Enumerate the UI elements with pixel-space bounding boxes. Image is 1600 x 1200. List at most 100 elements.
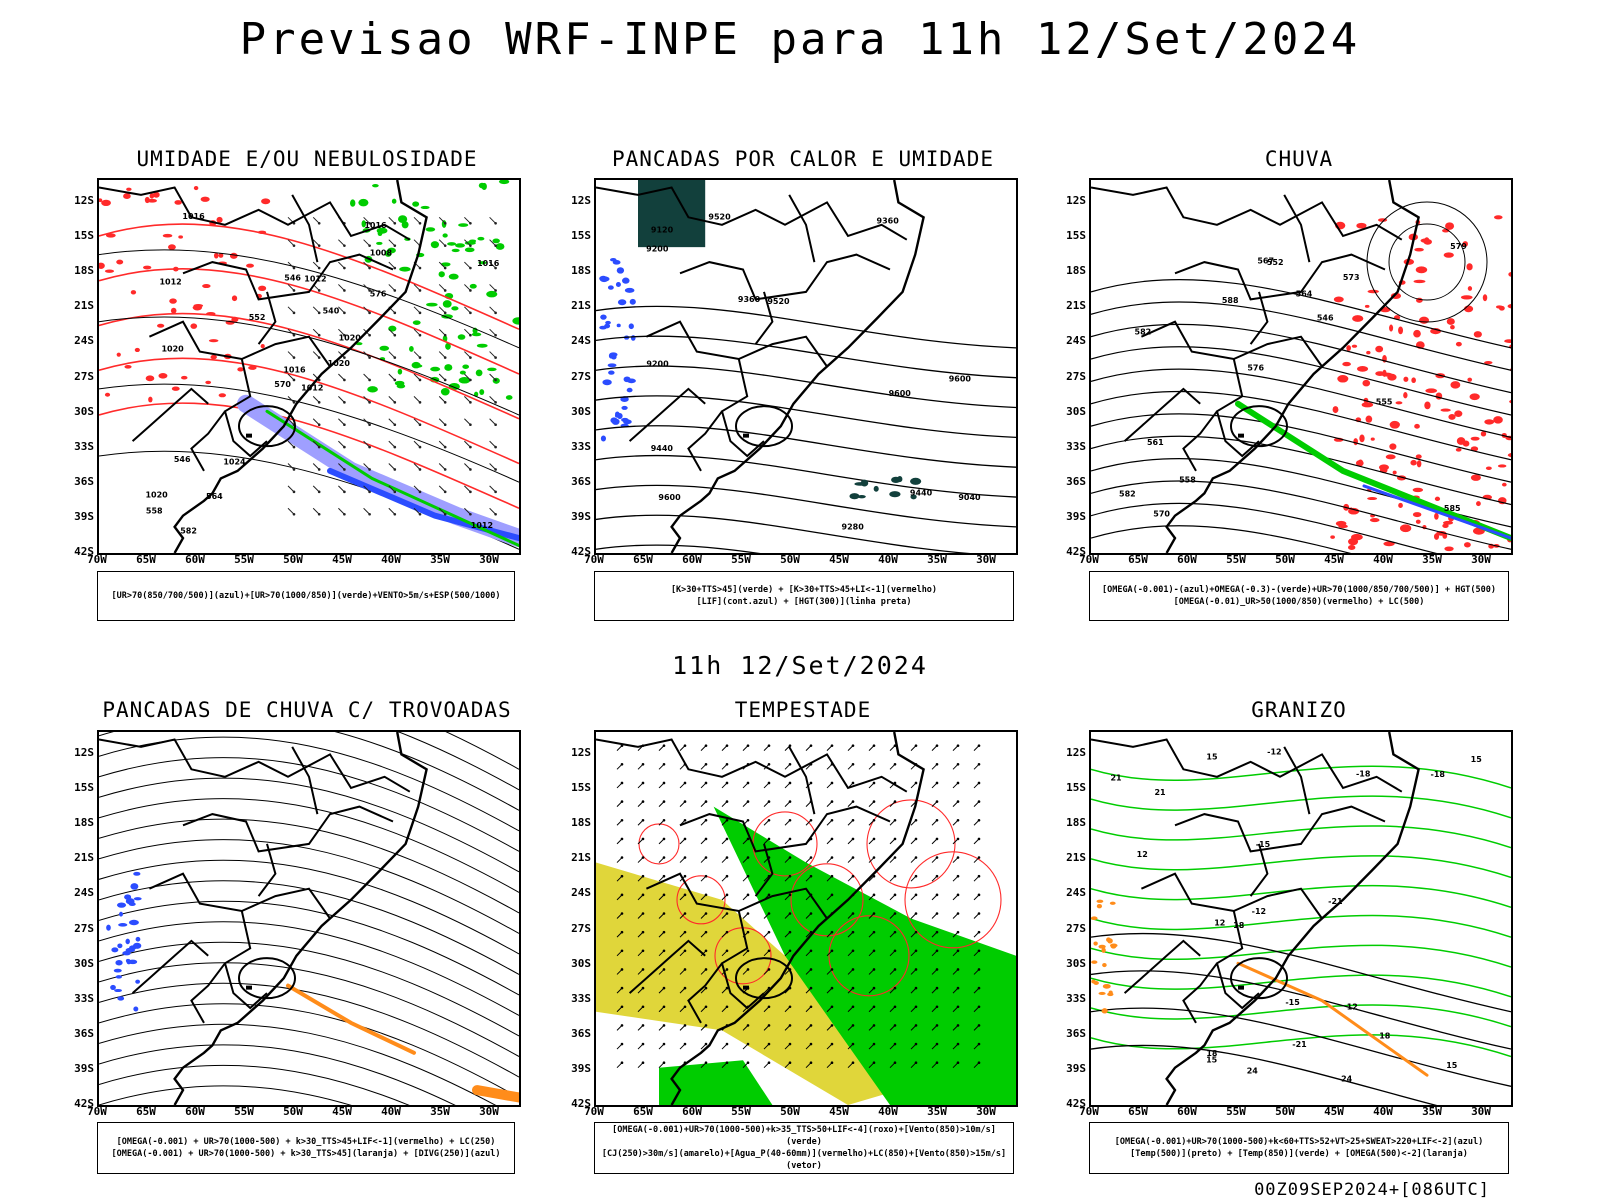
longitude-label: 35W xyxy=(430,553,450,566)
latitude-label: 39S xyxy=(1066,509,1086,523)
legend-pancadas: [K>30+TTS>45](verde) + [K>30+TTS>45+LI<-… xyxy=(594,571,1014,621)
contour-label: 555 xyxy=(1376,398,1393,407)
longitude-label: 40W xyxy=(878,553,898,566)
longitude-label: 65W xyxy=(633,553,653,566)
contour-label: 21 xyxy=(1110,773,1122,782)
contour-label: 576 xyxy=(370,290,387,299)
latitude-label: 27S xyxy=(74,921,94,935)
contour-label: -21 xyxy=(1328,897,1343,906)
legend-line: [OMEGA(-0.01)_UR>50(1000/850)(vermelho) … xyxy=(1173,597,1425,607)
latitude-label: 18S xyxy=(571,264,591,278)
longitude-label: 55W xyxy=(1226,1105,1246,1118)
legend-line: [CJ(250)>30m/s](amarelo)+[Agua_P(40-60mm… xyxy=(601,1149,1007,1171)
latitude-label: 42S xyxy=(74,545,94,558)
contour-label: 15 xyxy=(1206,1056,1218,1065)
latitude-label: 42S xyxy=(74,1097,94,1110)
latitude-label: 33S xyxy=(571,991,591,1005)
contour-label: 576 xyxy=(1247,363,1264,372)
legend-line: [OMEGA(-0.001) + UR>70(1000-500) + k>30_… xyxy=(111,1149,501,1159)
longitude-label: 45W xyxy=(1324,1105,1344,1118)
latitude-label: 15S xyxy=(74,781,94,795)
legend-line: [OMEGA(-0.001) + UR>70(1000-500) + k>30_… xyxy=(116,1137,496,1147)
contour-label: 582 xyxy=(180,526,197,535)
legend-trovoadas: [OMEGA(-0.001) + UR>70(1000-500) + k>30_… xyxy=(97,1122,515,1174)
legend-line: [OMEGA(-0.001)+UR>70(1000-500)+k>35_TTS>… xyxy=(612,1125,996,1147)
longitude-label: 40W xyxy=(381,553,401,566)
latitude-label: 27S xyxy=(571,921,591,935)
longitude-label: 35W xyxy=(1422,553,1442,566)
latitude-label: 33S xyxy=(74,991,94,1005)
latitude-label: 18S xyxy=(74,264,94,278)
contour-label: 564 xyxy=(206,492,223,501)
contour-label: 24 xyxy=(1341,1075,1353,1084)
contour-label: 1012 xyxy=(471,521,493,530)
latitude-label: 36S xyxy=(571,474,591,488)
contour-label: 561 xyxy=(1147,438,1164,447)
contour-label: 582 xyxy=(1135,328,1152,337)
latitude-label: 12S xyxy=(74,194,94,207)
latitude-label: 24S xyxy=(1066,886,1086,900)
latitude-label: 21S xyxy=(1066,299,1086,313)
longitude-label: 60W xyxy=(1177,1105,1197,1118)
map-graphic-chuva: 585 582 579 576 573 570 567 564 561 588 582 558 552 5… xyxy=(1091,180,1511,553)
contour-label: 9520 xyxy=(708,213,731,222)
latitude-label: 15S xyxy=(571,781,591,795)
contour-label: 1024 xyxy=(223,458,246,467)
panel-title-tempestade: TEMPESTADE xyxy=(734,698,872,722)
longitude-label: 50W xyxy=(283,1105,303,1118)
longitude-label: 70W xyxy=(87,1105,107,1118)
longitude-label: 65W xyxy=(136,1105,156,1118)
longitude-label: 70W xyxy=(1079,553,1099,566)
latitude-label: 33S xyxy=(1066,991,1086,1005)
longitude-label: 40W xyxy=(381,1105,401,1118)
longitude-label: 35W xyxy=(1422,1105,1442,1118)
latitude-label: 15S xyxy=(571,229,591,243)
contour-label: 552 xyxy=(249,313,266,322)
contour-label: 9520 xyxy=(767,297,790,306)
latitude-label: 12S xyxy=(1066,746,1086,759)
latitude-label: 15S xyxy=(1066,229,1086,243)
contour-label: 573 xyxy=(1343,273,1360,282)
contour-label: 546 xyxy=(1317,313,1334,322)
contour-label: 9200 xyxy=(646,359,669,368)
contour-label: 1016 xyxy=(182,212,205,221)
longitude-label: 50W xyxy=(780,553,800,566)
contour-label: 9280 xyxy=(842,523,865,532)
longitude-label: 35W xyxy=(927,1105,947,1118)
contour-label: 18 xyxy=(1233,921,1245,930)
contour-label: -12 xyxy=(1252,907,1266,916)
contour-label: 570 xyxy=(274,380,291,389)
longitude-label: 50W xyxy=(1275,1105,1295,1118)
longitude-label: 45W xyxy=(829,553,849,566)
contour-label: 9600 xyxy=(949,375,972,384)
longitude-label: 65W xyxy=(136,553,156,566)
contour-label: 540 xyxy=(323,306,340,315)
longitude-label: 60W xyxy=(682,553,702,566)
longitude-label: 40W xyxy=(1373,1105,1393,1118)
longitude-label: 55W xyxy=(234,553,254,566)
legend-umidade: [UR>70(850/700/500)](azul)+[UR>70(1000/8… xyxy=(97,571,515,621)
latitude-label: 42S xyxy=(1066,1097,1086,1110)
latitude-label: 12S xyxy=(74,746,94,759)
map-graphic-granizo: 2424181815211215-12-15-18-21-12-15-18-21… xyxy=(1091,732,1511,1105)
latitude-label: 15S xyxy=(74,229,94,243)
latitude-label: 42S xyxy=(1066,545,1086,558)
map-trovoadas xyxy=(97,730,521,1107)
latitude-label: 33S xyxy=(74,439,94,453)
contour-label: 564 xyxy=(1296,290,1313,299)
latitude-label: 36S xyxy=(1066,1026,1086,1040)
panel-title-umidade: UMIDADE E/OU NEBULOSIDADE xyxy=(136,147,478,171)
latitude-label: 12S xyxy=(1066,194,1086,207)
longitude-label: 55W xyxy=(731,553,751,566)
longitude-label: 65W xyxy=(1128,1105,1148,1118)
contour-label: 1020 xyxy=(328,359,351,368)
longitude-label: 50W xyxy=(780,1105,800,1118)
panel-title-pancadas: PANCADAS POR CALOR E UMIDADE xyxy=(611,147,994,171)
contour-label: -18 xyxy=(1356,769,1371,778)
latitude-label: 33S xyxy=(571,439,591,453)
contour-label: -15 xyxy=(1256,840,1271,849)
latitude-label: 24S xyxy=(571,886,591,900)
longitude-label: 30W xyxy=(1471,553,1491,566)
panel-title-granizo: GRANIZO xyxy=(1251,698,1347,722)
contour-label: 588 xyxy=(1222,296,1239,305)
